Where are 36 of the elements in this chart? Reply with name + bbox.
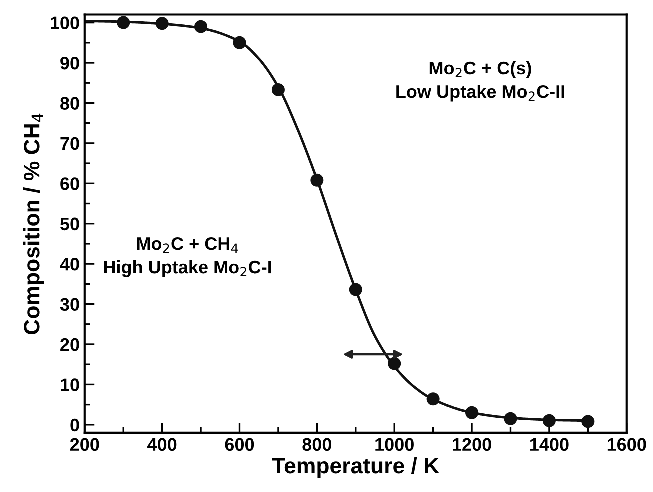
- y-tick-label: 10: [61, 378, 80, 392]
- x-tick-label: 1400: [530, 438, 569, 452]
- point: [310, 174, 324, 187]
- y-tick-label: 30: [60, 298, 80, 312]
- x-tick-label: 800: [302, 438, 332, 452]
- x-tick-label: 1600: [608, 438, 646, 452]
- y-tick-label: 20: [60, 338, 80, 352]
- x-tick-label: 200: [70, 438, 100, 452]
- point: [272, 83, 285, 96]
- point: [233, 36, 246, 50]
- point: [117, 16, 130, 30]
- x-tick-label: 1000: [376, 438, 414, 452]
- x-tick-label: 1200: [453, 438, 492, 452]
- point: [504, 412, 518, 426]
- y-tick-label: 100: [51, 16, 80, 30]
- y-tick-label: 0: [70, 418, 80, 432]
- y-tick-label: 80: [60, 97, 80, 110]
- y-tick-label: 40: [60, 258, 80, 271]
- y-tick-label: 90: [60, 56, 80, 70]
- x-tick-label: 400: [148, 438, 177, 452]
- point: [156, 17, 169, 30]
- point: [466, 406, 479, 420]
- x-tick-label: 600: [225, 438, 254, 452]
- point: [349, 283, 362, 296]
- y-axis-title: Composition / % CH$_{4}$: [23, 114, 44, 334]
- y-tick-label: 60: [60, 178, 80, 190]
- point: [582, 415, 595, 428]
- point: [426, 392, 440, 406]
- point: [388, 357, 402, 370]
- point: [542, 414, 556, 428]
- y-tick-label: 50: [60, 218, 80, 231]
- annotation: Mo$_{2}$C + CH$_{4}$ High Uptake Mo$_{2}$C-I: [104, 237, 272, 278]
- point: [194, 20, 208, 34]
- y-tick-label: 70: [60, 137, 80, 150]
- annotation: Mo$_{2}$C + C(s) Low Uptake Mo$_{2}$C-II: [396, 61, 564, 102]
- x-axis-title: Temperature / K: [272, 457, 440, 478]
